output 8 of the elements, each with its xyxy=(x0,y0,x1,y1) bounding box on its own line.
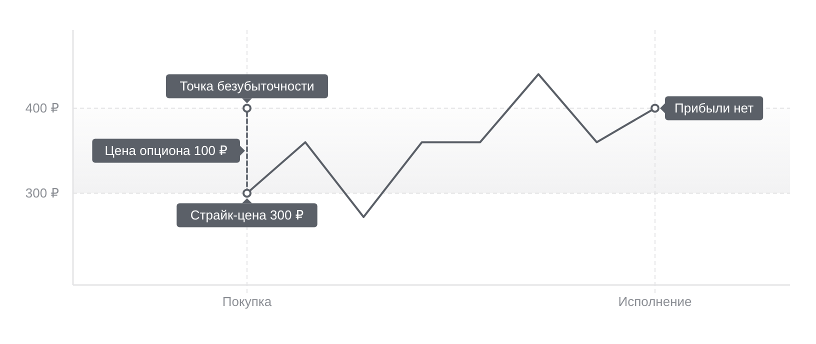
annotation: Точка безубыточности xyxy=(180,78,314,94)
x-tick-label: Покупка xyxy=(222,294,272,309)
annotation: Страйк-цена 300 ₽ xyxy=(190,208,304,223)
annotation: Цена опциона 100 ₽ xyxy=(104,143,228,158)
x-tick-label: Исполнение xyxy=(618,294,692,309)
annotation: Прибыли нет xyxy=(674,100,754,116)
y-tick-label: 300 ₽ xyxy=(25,186,59,201)
y-tick-label: 400 ₽ xyxy=(25,100,59,116)
